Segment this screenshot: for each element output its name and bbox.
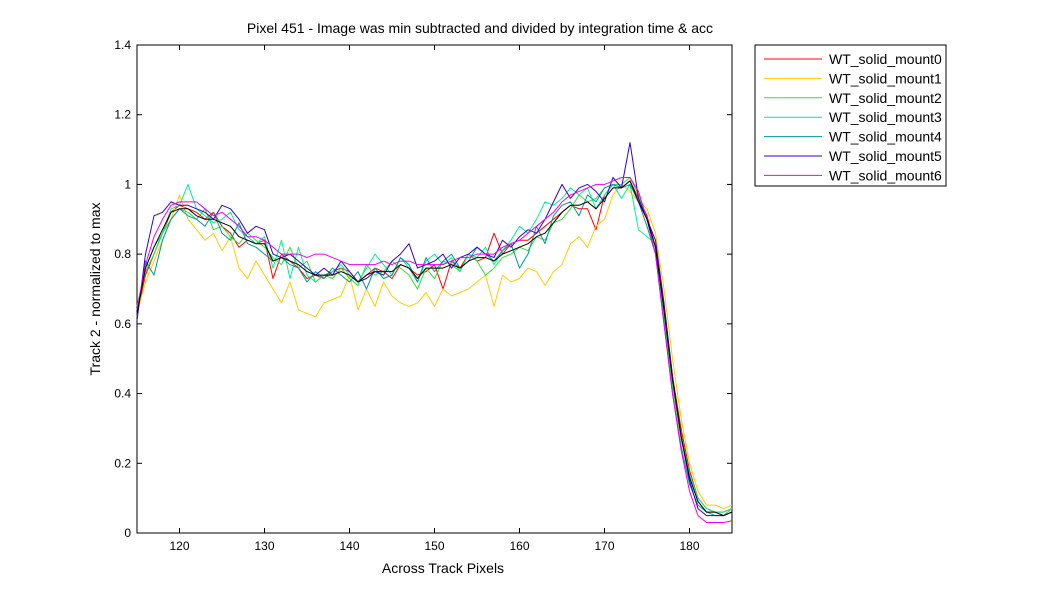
y-tick-label: 0.6 (114, 317, 131, 331)
x-tick-label: 140 (339, 539, 359, 553)
axis-ticks: 120 130 140 150 160 170 180 0 0.2 0.4 0.6 0.8 1 1.2 1.… (114, 38, 732, 553)
plot-area (136, 44, 733, 534)
legend-entry: WT_solid_mount5 (829, 148, 942, 164)
series-line-wt-solid-mount2 (136, 177, 733, 517)
series-line-mean (136, 180, 733, 517)
legend: WT_solid_mount0 WT_solid_mount1 WT_solid_m… (754, 44, 947, 187)
series-line-wt-solid-mount5 (136, 142, 733, 517)
legend-entry: WT_solid_mount3 (829, 109, 942, 125)
chart-title: Pixel 451 - Image was min subtracted and… (247, 20, 713, 36)
y-tick-label: 0.8 (114, 247, 131, 261)
y-tick-label: 1 (124, 177, 131, 191)
legend-entry: WT_solid_mount6 (829, 167, 942, 183)
x-tick-label: 170 (594, 539, 614, 553)
series-lines (136, 142, 733, 523)
x-tick-label: 130 (254, 539, 274, 553)
x-tick-label: 180 (679, 539, 699, 553)
y-tick-label: 1.2 (114, 108, 131, 122)
legend-box (754, 44, 947, 187)
y-tick-label: 0 (124, 526, 131, 540)
series-line-wt-solid-mount6 (136, 177, 733, 523)
legend-entry: WT_solid_mount4 (829, 129, 942, 145)
y-tick-label: 1.4 (114, 38, 131, 52)
legend-entry: WT_solid_mount2 (829, 90, 942, 106)
legend-entry: WT_solid_mount1 (829, 70, 942, 86)
legend-entry: WT_solid_mount0 (829, 51, 942, 67)
series-line-wt-solid-mount1 (136, 183, 733, 510)
y-tick-label: 0.4 (114, 387, 131, 401)
x-tick-label: 160 (509, 539, 529, 553)
series-line-wt-solid-mount4 (136, 183, 733, 517)
y-tick-label: 0.2 (114, 456, 131, 470)
x-tick-label: 120 (169, 539, 189, 553)
x-axis-title: Across Track Pixels (382, 560, 504, 576)
x-tick-label: 150 (424, 539, 444, 553)
y-axis-title: Track 2 - normalized to max (87, 203, 103, 376)
plot-frame (136, 44, 733, 534)
